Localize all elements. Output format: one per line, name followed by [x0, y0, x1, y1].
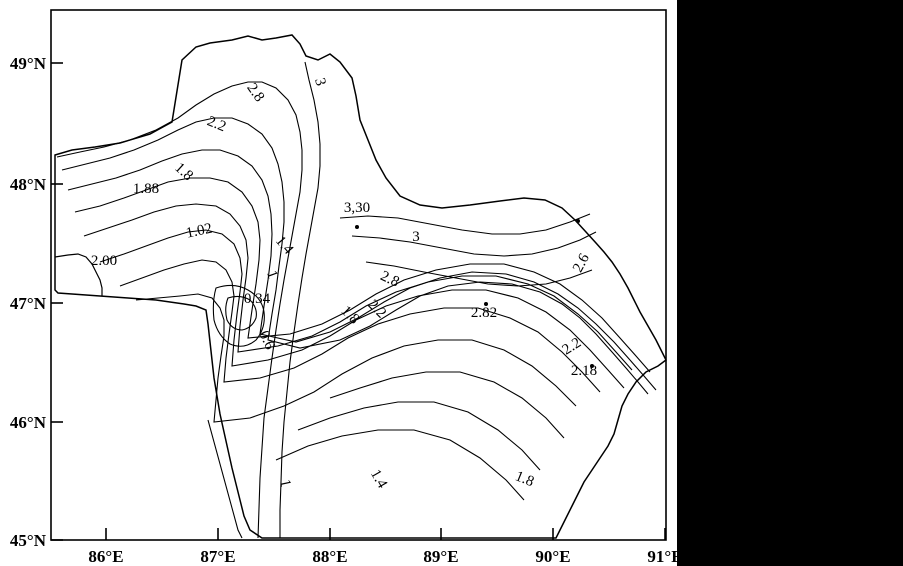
x-tick-label: 87°E: [200, 547, 235, 566]
region-boundary: [54, 34, 667, 539]
x-tick-label: 91°E: [647, 547, 677, 566]
y-tick-label: 46°N: [10, 413, 47, 432]
contour-lines: [56, 61, 657, 539]
contour-label: 2.6: [570, 251, 593, 276]
y-tick-label: 49°N: [10, 54, 47, 73]
contour-svg: 49°N 48°N 47°N 46°N 45°N 86°E 87°E 88°E …: [10, 9, 677, 566]
contour-label: 0.6: [255, 328, 278, 352]
contour-label: 0.34: [244, 291, 271, 307]
plot-frame: [50, 9, 667, 541]
contour-label: 3: [311, 76, 328, 87]
y-tick-label: 48°N: [10, 175, 47, 194]
x-tick-label: 90°E: [535, 547, 570, 566]
y-axis-tick-labels: 49°N 48°N 47°N 46°N 45°N: [10, 54, 47, 550]
x-tick-label: 88°E: [312, 547, 347, 566]
x-axis-tick-labels: 86°E 87°E 88°E 89°E 90°E 91°E: [88, 547, 677, 566]
contour-label: 1.02: [185, 221, 214, 242]
station-points: [355, 219, 594, 368]
y-tick-label: 47°N: [10, 294, 47, 313]
y-axis-ticks: [51, 62, 63, 541]
region-boundary-detail: [54, 253, 103, 296]
contour-plot: 49°N 48°N 47°N 46°N 45°N 86°E 87°E 88°E …: [0, 0, 677, 566]
contour-label: 2.00: [91, 253, 117, 269]
contour-label: 2.82: [471, 305, 497, 321]
contour-label: 2.18: [571, 363, 597, 379]
contour-label: 3,30: [344, 200, 370, 216]
x-tick-label: 86°E: [88, 547, 123, 566]
x-tick-label: 89°E: [423, 547, 458, 566]
contour-label: 1.88: [133, 181, 159, 197]
contour-label: 2.8: [378, 268, 402, 290]
contour-label: 3: [412, 229, 420, 245]
contour-label: 1.8: [513, 468, 536, 490]
contour-label: 1: [276, 478, 293, 489]
contour-label: 2.2: [205, 113, 228, 135]
y-tick-label: 45°N: [10, 531, 47, 550]
